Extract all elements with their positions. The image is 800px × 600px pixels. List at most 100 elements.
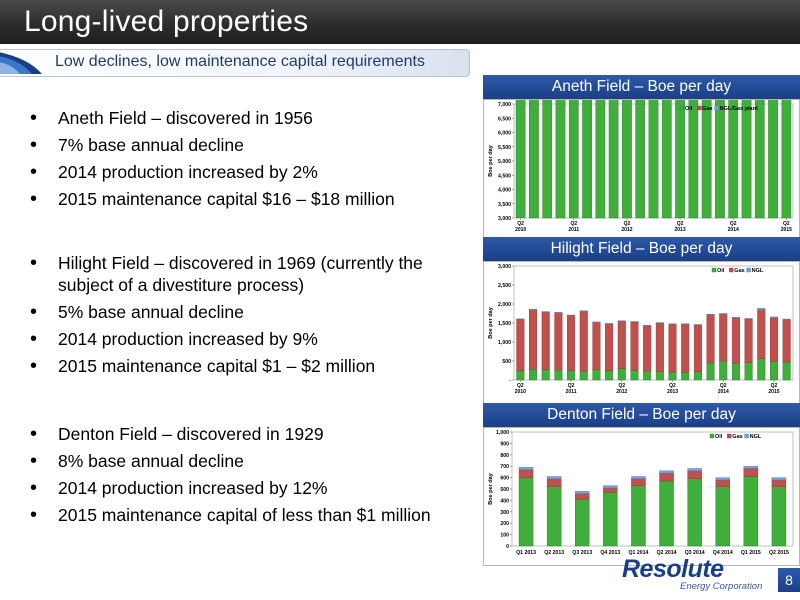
bar-segment xyxy=(529,369,538,381)
bar-segment xyxy=(529,69,539,219)
x-tick-label: 2015 xyxy=(768,389,779,395)
y-axis-label: Boe per day xyxy=(488,144,494,176)
bar-segment xyxy=(605,370,614,381)
bar-segment xyxy=(719,360,728,381)
bullet-item: • 7% base annual decline xyxy=(30,134,244,156)
bar-segment xyxy=(728,42,739,219)
bar-segment xyxy=(768,43,778,219)
y-tick-label: 1,000 xyxy=(496,430,509,436)
aneth-bullets: • Aneth Field – discovered in 1956 • 7% ba… xyxy=(28,107,395,215)
bar-segment xyxy=(554,312,563,371)
x-tick-label: Q1 2014 xyxy=(628,550,648,556)
bar-segment xyxy=(743,476,759,547)
bar-segment xyxy=(603,487,618,493)
bullet-text: 5% base annual decline xyxy=(58,302,244,322)
bar-segment xyxy=(603,492,618,547)
bullet-item: • 2014 production increased by 2% xyxy=(30,161,318,183)
x-tick-label: Q2 2014 xyxy=(657,550,677,556)
bullet-item: • 2015 maintenance capital $1 – $2 millio… xyxy=(30,355,376,377)
bar-segment xyxy=(681,323,690,373)
x-tick-label: Q2 xyxy=(730,221,737,227)
y-tick-label: 500 xyxy=(500,487,509,493)
bullet-item: • 8% base annual decline xyxy=(30,450,244,472)
bar-segment xyxy=(701,43,712,219)
legend-swatch xyxy=(727,433,732,439)
bullet-text: 2015 maintenance capital of less than $1… xyxy=(58,505,431,525)
bar-segment xyxy=(744,318,753,363)
bar-segment xyxy=(630,370,639,381)
x-tick-label: Q4 2014 xyxy=(713,550,733,556)
bullet-item: • Aneth Field – discovered in 1956 xyxy=(30,107,313,129)
bar-segment xyxy=(516,370,525,381)
bar-segment xyxy=(769,316,778,318)
bar-segment xyxy=(693,324,702,372)
bar-segment xyxy=(617,368,626,381)
x-tick-label: Q2 xyxy=(720,383,727,389)
bar-segment xyxy=(706,314,715,364)
x-tick-label: Q2 xyxy=(568,383,575,389)
bar-segment xyxy=(575,493,590,500)
y-tick-label: 3,000 xyxy=(498,216,511,222)
bar-segment xyxy=(605,323,614,372)
bar-segment xyxy=(744,362,753,381)
bar-segment xyxy=(688,41,699,219)
bar-segment xyxy=(659,470,674,474)
bar-segment xyxy=(706,362,715,381)
denton-chart: 0 100 200 300 400 500 600 700 800 900 1,000 Boe per… xyxy=(488,430,794,556)
bar-segment xyxy=(515,71,526,219)
denton-bullets: • Denton Field – discovered in 1929 • 8% b… xyxy=(28,423,458,531)
x-tick-label: 2010 xyxy=(515,227,526,233)
y-axis-label: Boe per day xyxy=(488,472,494,504)
bar-segment xyxy=(687,470,702,479)
legend-label: Gas xyxy=(732,434,742,440)
y-axis-label: Boe per day xyxy=(488,306,494,338)
y-tick-label: 600 xyxy=(500,476,509,482)
bar-segment xyxy=(579,310,588,312)
swoosh-icon xyxy=(0,52,42,74)
legend-label: Oil xyxy=(685,106,693,112)
bar-segment xyxy=(546,476,562,479)
bullet-item: • Hilight Field – discovered in 1969 (cur… xyxy=(30,252,423,295)
legend-swatch xyxy=(746,267,751,273)
bar-segment xyxy=(542,62,553,219)
bar-segment xyxy=(529,309,538,370)
x-tick-label: Q2 2015 xyxy=(769,550,789,556)
page-title: Long-lived properties xyxy=(24,5,309,38)
bar-segment xyxy=(771,479,787,487)
bullet-text: 8% base annual decline xyxy=(58,451,244,471)
x-tick-label: 2010 xyxy=(515,389,526,395)
bar-segment xyxy=(541,311,550,370)
y-tick-label: 1,500 xyxy=(498,321,511,327)
bar-segment xyxy=(757,358,766,381)
bar-segment xyxy=(555,51,566,219)
y-tick-label: 5,500 xyxy=(498,145,511,151)
x-tick-label: Q2 xyxy=(517,383,524,389)
y-tick-label: 4,500 xyxy=(498,173,511,179)
bar-segment xyxy=(715,42,725,219)
bar-segment xyxy=(529,308,538,310)
legend-label: Oil xyxy=(717,268,725,274)
bar-segment xyxy=(754,42,765,219)
bar-segment xyxy=(622,55,632,219)
x-tick-label: Q2 xyxy=(783,221,790,227)
bar-segment xyxy=(687,468,702,471)
bar-segment xyxy=(687,478,702,547)
bullet-text: 2015 maintenance capital $1 – $2 million xyxy=(58,356,376,376)
x-tick-label: Q2 xyxy=(570,221,577,227)
bar-segment xyxy=(719,313,728,362)
bar-segment xyxy=(648,39,659,219)
x-tick-label: Q2 xyxy=(624,221,631,227)
bar-segment xyxy=(541,369,550,381)
x-tick-label: Q2 xyxy=(771,383,778,389)
bar-segment xyxy=(575,499,590,547)
bar-segment xyxy=(643,371,652,381)
denton-chart-panel: Denton Field – Boe per day 0 100 200 300 400… xyxy=(483,403,800,566)
bar-segment xyxy=(771,477,787,481)
chart-title: Denton Field – Boe per day xyxy=(483,403,800,427)
bullet-item: • 5% base annual decline xyxy=(30,301,244,323)
bar-segment xyxy=(782,318,791,320)
y-tick-label: 6,500 xyxy=(498,116,511,122)
bullet-text: Hilight Field – discovered in 1969 (curr… xyxy=(58,253,423,295)
y-tick-label: 2,500 xyxy=(498,283,511,289)
